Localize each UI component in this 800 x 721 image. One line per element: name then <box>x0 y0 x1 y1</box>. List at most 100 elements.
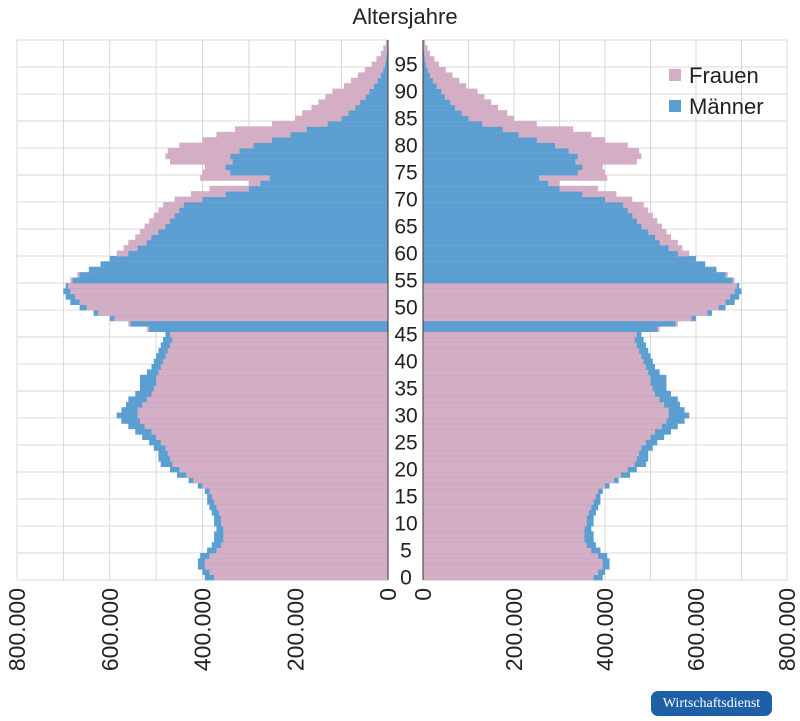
bar-frauen-left-age-7 <box>223 536 388 543</box>
bar-maenner-right-age-73 <box>423 180 549 187</box>
x-tick-label-left: 400.000 <box>190 588 216 671</box>
bar-frauen-right-age-20 <box>423 466 628 473</box>
bar-frauen-right-age-9 <box>423 526 585 532</box>
bar-maenner-left-age-96 <box>386 56 388 62</box>
bar-maenner-right-age-93 <box>423 72 430 79</box>
bar-maenner-left-age-65 <box>165 223 388 230</box>
legend-swatch-frauen <box>669 69 681 81</box>
bar-frauen-right-age-35 <box>423 385 653 392</box>
bar-frauen-left-age-21 <box>172 461 388 467</box>
bar-maenner-left-age-91 <box>374 83 388 89</box>
bar-maenner-right-age-80 <box>423 142 555 149</box>
bar-frauen-left-age-53 <box>70 288 389 295</box>
bar-maenner-left-age-81 <box>272 137 388 143</box>
bar-frauen-right-age-87 <box>423 104 499 111</box>
x-tick-label-right: 600.000 <box>683 588 709 671</box>
x-tick-label-right: 400.000 <box>592 588 618 671</box>
bar-maenner-right-age-72 <box>423 185 560 192</box>
bar-frauen-left-age-18 <box>193 477 388 484</box>
bar-maenner-left-age-55 <box>72 277 389 284</box>
bar-maenner-right-age-61 <box>423 245 669 251</box>
bar-frauen-right-age-48 <box>423 315 692 322</box>
bar-frauen-right-age-42 <box>423 347 640 354</box>
bar-frauen-left-age-28 <box>144 423 388 430</box>
bar-frauen-left-age-38 <box>158 369 388 376</box>
x-tick-label-left: 0 <box>375 588 401 601</box>
bar-maenner-left-age-95 <box>385 61 388 68</box>
bar-frauen-left-age-51 <box>79 299 388 305</box>
bar-maenner-right-age-89 <box>423 94 445 100</box>
left-bars <box>63 40 389 581</box>
age-tick-label-90: 90 <box>394 80 417 103</box>
bar-frauen-right-age-14 <box>423 499 594 505</box>
bar-frauen-right-age-39 <box>423 364 646 370</box>
bar-frauen-right-age-91 <box>423 83 467 89</box>
bar-frauen-left-age-10 <box>221 520 388 527</box>
bar-maenner-left-age-83 <box>306 126 388 133</box>
bar-maenner-left-age-56 <box>79 272 388 278</box>
bar-maenner-right-age-82 <box>423 131 519 138</box>
age-tick-label-10: 10 <box>394 512 417 535</box>
age-tick-label-60: 60 <box>394 242 417 265</box>
bar-maenner-left-age-85 <box>341 115 388 122</box>
bar-frauen-left-age-98 <box>383 45 388 52</box>
bar-frauen-left-age-13 <box>216 504 388 511</box>
bar-maenner-right-age-96 <box>423 56 425 62</box>
bar-maenner-left-age-77 <box>232 158 388 165</box>
bar-frauen-left-age-33 <box>146 396 388 403</box>
bar-maenner-right-age-84 <box>423 121 483 127</box>
bar-frauen-right-age-27 <box>423 428 656 435</box>
bar-frauen-right-age-41 <box>423 353 642 359</box>
bar-maenner-left-age-59 <box>109 256 388 262</box>
bar-maenner-right-age-94 <box>423 67 428 73</box>
bar-maenner-left-age-94 <box>383 67 388 73</box>
bar-frauen-right-age-2 <box>423 563 603 570</box>
bar-frauen-left-age-90 <box>332 88 388 95</box>
bar-maenner-right-age-68 <box>423 207 628 214</box>
bar-frauen-right-age-54 <box>423 283 737 289</box>
bar-frauen-right-age-86 <box>423 110 508 116</box>
bar-maenner-left-age-90 <box>369 88 388 95</box>
bar-maenner-left-age-64 <box>158 229 388 235</box>
age-tick-label-95: 95 <box>394 53 417 76</box>
bar-frauen-left-age-94 <box>364 67 388 73</box>
bar-maenner-right-age-63 <box>423 234 656 241</box>
bar-maenner-left-age-97 <box>386 50 388 57</box>
bar-frauen-right-age-25 <box>423 439 646 446</box>
bar-frauen-right-age-51 <box>423 299 726 305</box>
bar-maenner-left-age-58 <box>100 261 388 268</box>
bar-frauen-right-age-1 <box>423 569 599 575</box>
bar-frauen-left-age-95 <box>371 61 388 68</box>
bar-frauen-right-age-19 <box>423 472 621 478</box>
bar-frauen-right-age-36 <box>423 380 651 386</box>
bar-frauen-right-age-32 <box>423 401 665 408</box>
bar-maenner-left-age-78 <box>230 153 388 160</box>
bar-frauen-right-age-17 <box>423 482 605 489</box>
bar-frauen-right-age-40 <box>423 358 644 365</box>
bar-maenner-right-age-92 <box>423 77 434 84</box>
bar-frauen-left-age-34 <box>151 391 388 397</box>
x-tick-label-left: 600.000 <box>97 588 123 671</box>
bar-maenner-left-age-63 <box>151 234 388 241</box>
bar-frauen-left-age-35 <box>153 385 388 392</box>
age-tick-label-15: 15 <box>394 485 417 508</box>
bar-maenner-right-age-64 <box>423 229 649 235</box>
bar-maenner-left-age-76 <box>225 164 388 170</box>
bar-maenner-right-age-91 <box>423 83 437 89</box>
legend-swatch-männer <box>669 100 681 112</box>
bar-frauen-right-age-11 <box>423 515 587 521</box>
bar-frauen-right-age-5 <box>423 547 592 554</box>
bar-frauen-right-age-22 <box>423 455 637 462</box>
bar-frauen-right-age-29 <box>423 418 667 424</box>
bar-maenner-right-age-56 <box>423 272 726 278</box>
x-tick-label-left: 200.000 <box>282 588 308 671</box>
bar-frauen-right-age-93 <box>423 72 453 79</box>
bar-frauen-left-age-4 <box>209 553 388 559</box>
bar-frauen-right-age-7 <box>423 536 585 543</box>
right-bars <box>423 40 742 581</box>
bar-frauen-right-age-12 <box>423 509 590 516</box>
bar-frauen-left-age-12 <box>218 509 388 516</box>
bar-frauen-left-age-1 <box>209 569 388 575</box>
age-tick-label-20: 20 <box>394 458 417 481</box>
bar-maenner-right-age-75 <box>423 169 578 176</box>
